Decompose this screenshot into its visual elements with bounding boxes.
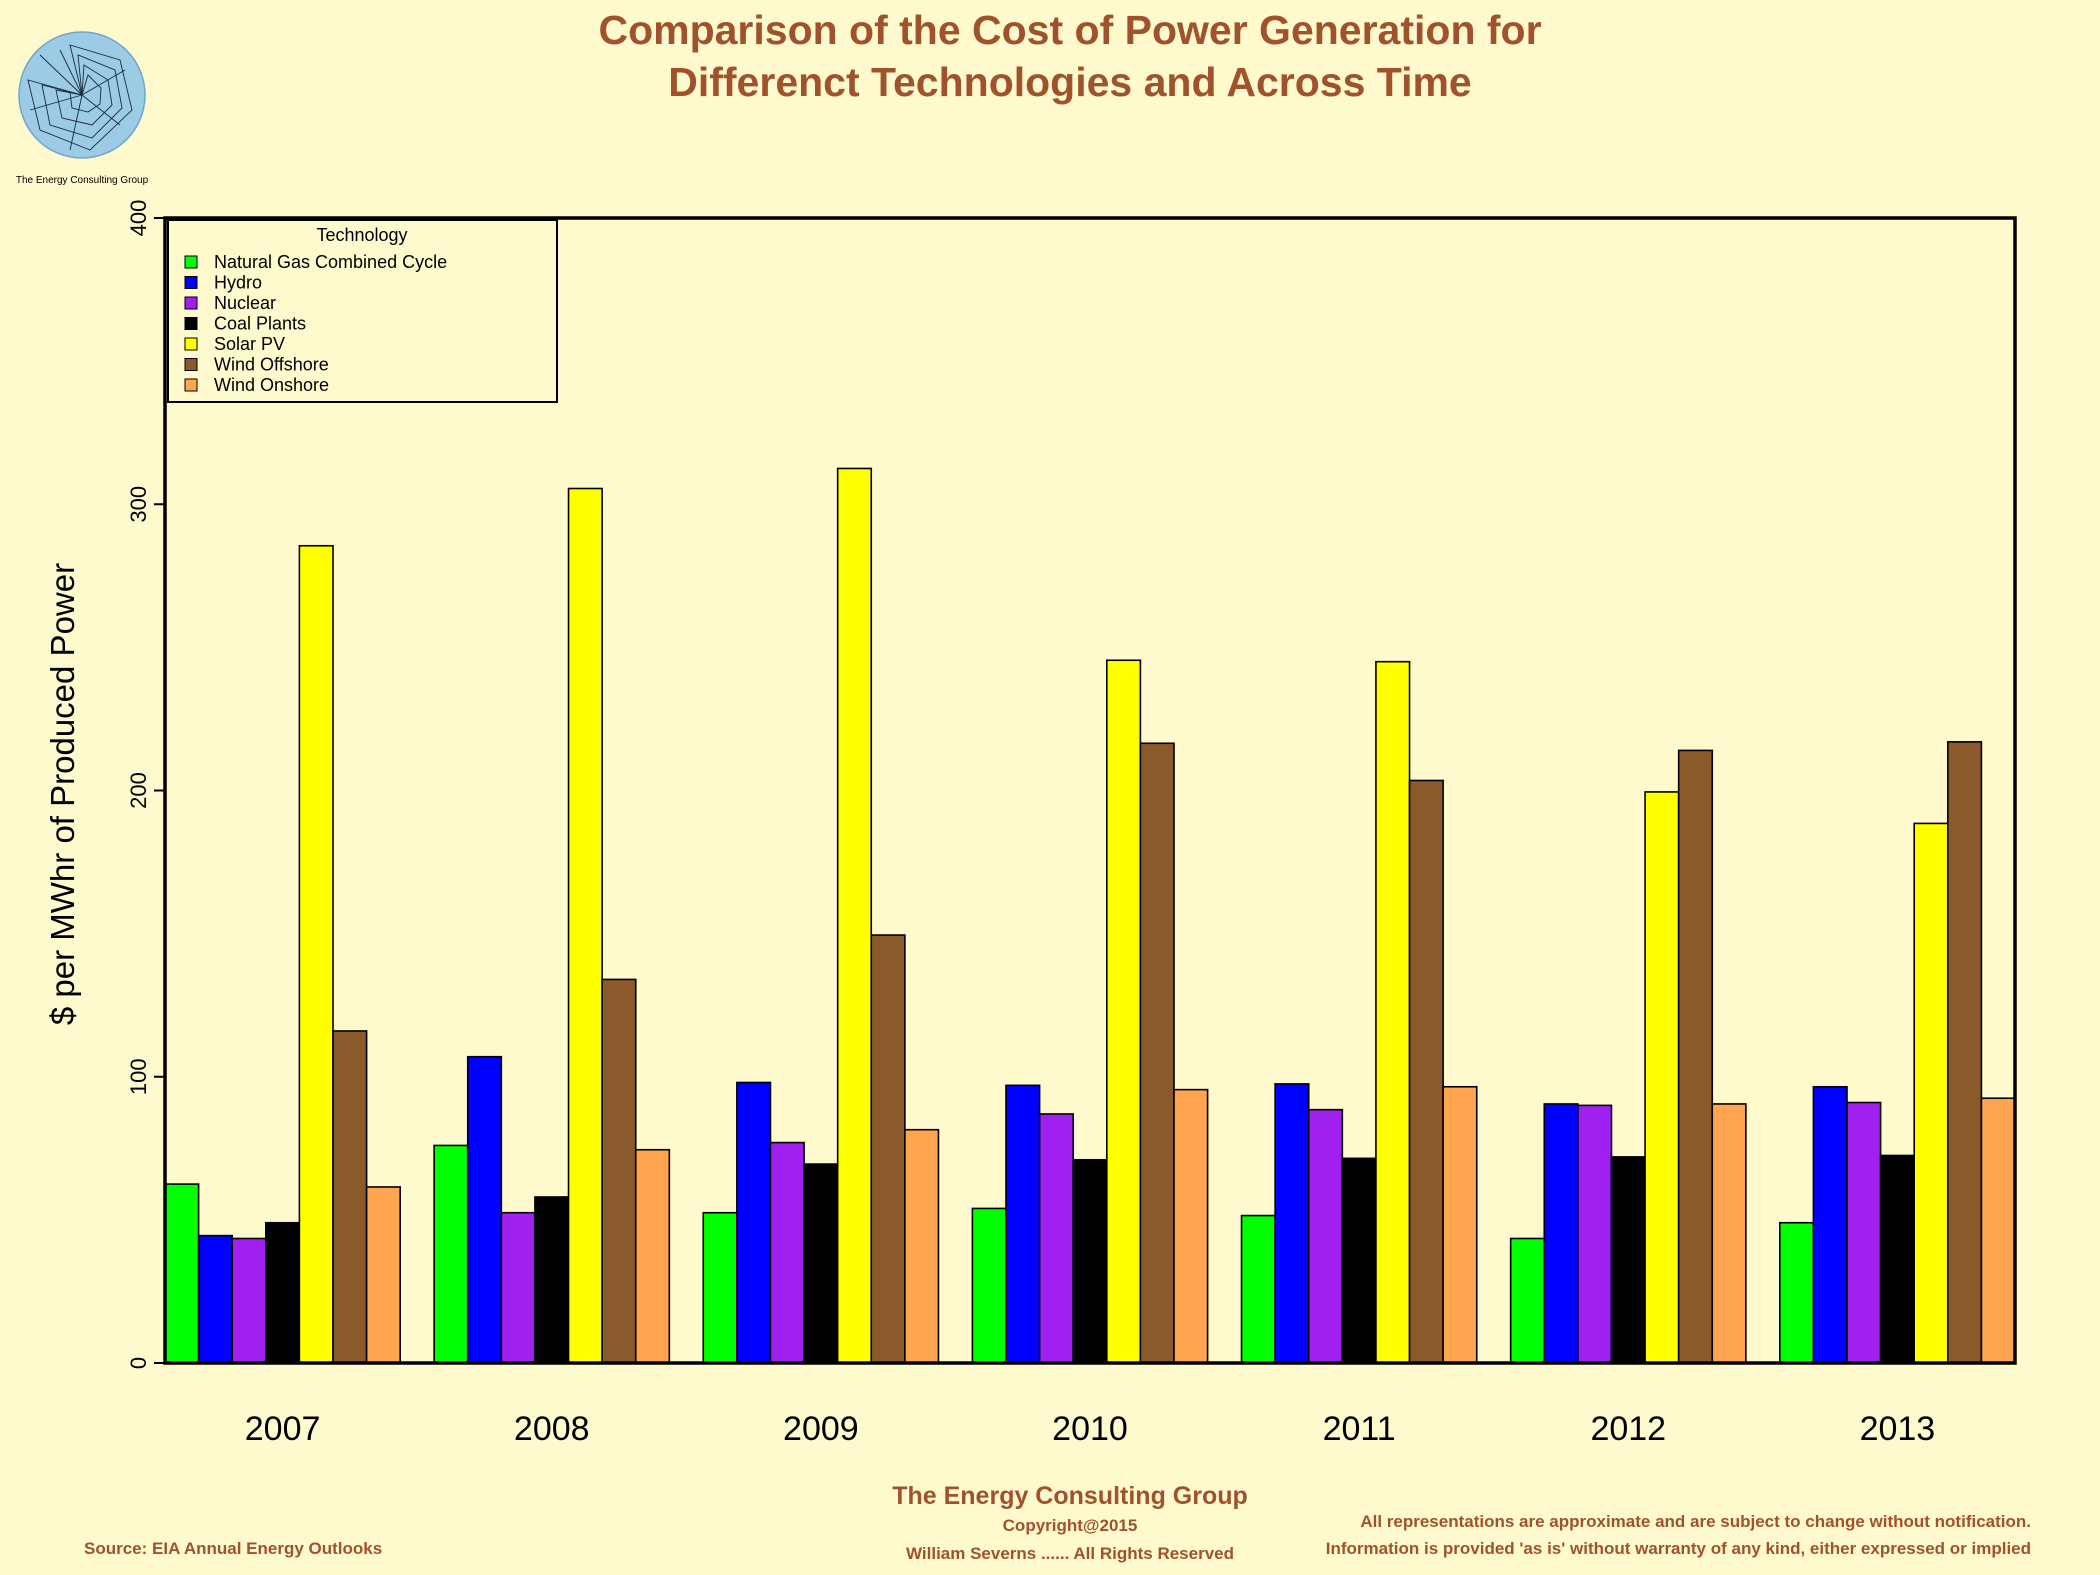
bar-natural-gas-combined-cycle-2007 (164, 1183, 200, 1364)
bar-wind-offshore-2009 (870, 934, 906, 1364)
bar-natural-gas-combined-cycle-2012 (1509, 1237, 1546, 1364)
bar-solar-pv-2008 (567, 487, 603, 1364)
legend-label: Natural Gas Combined Cycle (214, 252, 447, 272)
footer-copyright: Copyright@2015 (1003, 1516, 1138, 1535)
bar-coal-plants-2012 (1610, 1156, 1646, 1364)
legend-title: Technology (316, 225, 407, 245)
legend-swatch (184, 276, 198, 289)
bar-coal-plants-2010 (1072, 1158, 1108, 1364)
legend-swatch (184, 337, 198, 351)
bar-wind-onshore-2007 (365, 1186, 402, 1364)
y-tick-label: 200 (126, 772, 151, 809)
legend-swatch (184, 358, 198, 371)
y-tick-label: 0 (126, 1357, 151, 1369)
bar-wind-offshore-2007 (332, 1030, 368, 1364)
bar-nuclear-2007 (231, 1237, 267, 1364)
bar-nuclear-2009 (769, 1141, 805, 1364)
bar-nuclear-2013 (1846, 1101, 1882, 1364)
bar-solar-pv-2007 (298, 544, 334, 1364)
chart-title-line1: Comparison of the Cost of Power Generati… (598, 7, 1541, 53)
x-category-label: 2008 (514, 1410, 590, 1448)
bar-hydro-2009 (736, 1081, 772, 1364)
legend: Technology Natural Gas Combined CycleHyd… (167, 219, 558, 403)
legend-items: Natural Gas Combined CycleHydroNuclearCo… (184, 252, 447, 395)
bar-coal-plants-2008 (534, 1196, 570, 1364)
bar-hydro-2013 (1812, 1085, 1848, 1364)
x-category-label: 2009 (783, 1410, 859, 1448)
bar-wind-onshore-2010 (1173, 1088, 1209, 1364)
bar-hydro-2008 (466, 1055, 503, 1364)
bar-natural-gas-combined-cycle-2008 (433, 1144, 469, 1364)
footer-disclaimer-2: Information is provided 'as is' without … (1326, 1539, 2031, 1558)
bar-solar-pv-2013 (1913, 822, 1949, 1364)
x-axis-labels: 2007 2008 2009 2010 2011 2012 2013 (245, 1410, 1935, 1448)
bar-coal-plants-2007 (264, 1221, 301, 1364)
bars-group (164, 467, 2016, 1364)
x-category-label: 2012 (1590, 1410, 1666, 1448)
y-axis: 0 100 200 300 400 (126, 200, 166, 1369)
bar-solar-pv-2012 (1644, 791, 1680, 1364)
y-axis-label: $ per MWhr of Produced Power (44, 563, 81, 1025)
bar-wind-onshore-2013 (1980, 1097, 2016, 1364)
bar-wind-offshore-2008 (601, 978, 637, 1364)
bar-solar-pv-2011 (1375, 660, 1411, 1364)
chart-title-line2: Differenct Technologies and Across Time (668, 59, 1471, 105)
bar-natural-gas-combined-cycle-2010 (971, 1207, 1007, 1364)
bar-wind-offshore-2010 (1139, 742, 1175, 1364)
bar-wind-onshore-2008 (634, 1148, 671, 1364)
footer-rights: William Severns ...... All Rights Reserv… (906, 1544, 1234, 1563)
bar-nuclear-2010 (1038, 1113, 1074, 1364)
legend-label: Wind Offshore (214, 355, 329, 375)
legend-label: Solar PV (214, 334, 285, 354)
y-tick-label: 300 (126, 486, 151, 523)
bar-coal-plants-2009 (803, 1163, 839, 1364)
legend-swatch (184, 317, 198, 330)
x-category-label: 2007 (245, 1410, 321, 1448)
bar-solar-pv-2010 (1106, 659, 1142, 1364)
bar-nuclear-2011 (1307, 1108, 1344, 1364)
company-logo: The Energy Consulting Group (16, 31, 149, 186)
logo-caption: The Energy Consulting Group (16, 175, 149, 186)
bar-nuclear-2012 (1577, 1104, 1613, 1364)
bar-coal-plants-2011 (1341, 1157, 1377, 1364)
bar-coal-plants-2013 (1879, 1154, 1915, 1364)
bar-wind-offshore-2013 (1947, 741, 1983, 1364)
bar-nuclear-2008 (500, 1211, 536, 1364)
x-category-label: 2010 (1052, 1410, 1128, 1448)
bar-hydro-2012 (1543, 1103, 1579, 1364)
bar-natural-gas-combined-cycle-2013 (1779, 1221, 1815, 1364)
bar-wind-onshore-2009 (904, 1128, 940, 1364)
legend-label: Wind Onshore (214, 375, 329, 395)
y-tick-label: 100 (126, 1058, 151, 1095)
bar-wind-offshore-2012 (1677, 749, 1714, 1364)
legend-box (167, 219, 558, 403)
legend-swatch (184, 378, 198, 392)
plot-frame (163, 216, 2017, 1365)
x-category-label: 2011 (1323, 1410, 1396, 1448)
bar-solar-pv-2009 (836, 467, 873, 1364)
bar-natural-gas-combined-cycle-2011 (1240, 1214, 1276, 1364)
bar-wind-offshore-2011 (1408, 779, 1444, 1364)
bar-hydro-2007 (197, 1234, 234, 1364)
bar-wind-onshore-2012 (1711, 1103, 1747, 1364)
logo-spiral-icon (27, 44, 133, 151)
bar-hydro-2010 (1005, 1084, 1041, 1364)
bar-hydro-2011 (1274, 1083, 1310, 1364)
footer-disclaimer-1: All representations are approximate and … (1360, 1512, 2031, 1531)
x-category-label: 2013 (1860, 1410, 1936, 1448)
legend-label: Coal Plants (214, 314, 306, 334)
bar-natural-gas-combined-cycle-2009 (702, 1211, 738, 1364)
legend-swatch (184, 296, 198, 310)
y-tick-label: 400 (126, 200, 151, 237)
footer-source: Source: EIA Annual Energy Outlooks (84, 1539, 382, 1558)
footer-org: The Energy Consulting Group (892, 1482, 1248, 1510)
legend-swatch (184, 255, 198, 269)
legend-label: Nuclear (214, 293, 276, 313)
legend-label: Hydro (214, 273, 262, 293)
bar-wind-onshore-2011 (1442, 1085, 1478, 1364)
